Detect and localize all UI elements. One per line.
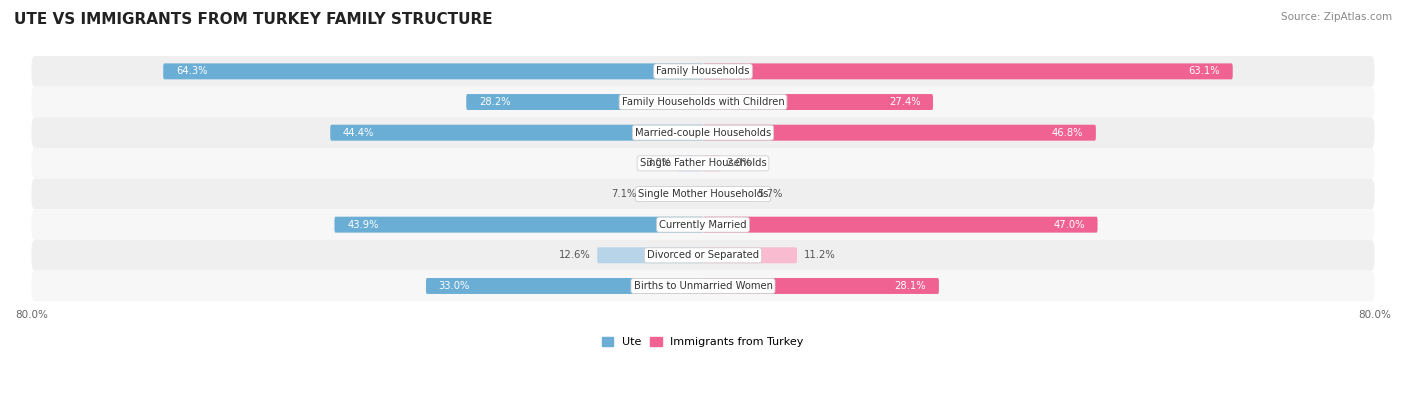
FancyBboxPatch shape — [598, 247, 703, 263]
Text: Family Households with Children: Family Households with Children — [621, 97, 785, 107]
Text: 63.1%: 63.1% — [1188, 66, 1220, 76]
Text: 43.9%: 43.9% — [347, 220, 378, 229]
Text: Single Father Households: Single Father Households — [640, 158, 766, 168]
Text: 47.0%: 47.0% — [1053, 220, 1085, 229]
Text: 33.0%: 33.0% — [439, 281, 470, 291]
Text: Family Households: Family Households — [657, 66, 749, 76]
FancyBboxPatch shape — [31, 240, 1375, 271]
Text: Source: ZipAtlas.com: Source: ZipAtlas.com — [1281, 12, 1392, 22]
FancyBboxPatch shape — [703, 63, 1233, 79]
FancyBboxPatch shape — [678, 155, 703, 171]
Text: 11.2%: 11.2% — [804, 250, 835, 260]
FancyBboxPatch shape — [703, 278, 939, 294]
Text: 3.0%: 3.0% — [645, 158, 671, 168]
Text: 46.8%: 46.8% — [1052, 128, 1083, 138]
FancyBboxPatch shape — [426, 278, 703, 294]
FancyBboxPatch shape — [467, 94, 703, 110]
Text: 5.7%: 5.7% — [758, 189, 783, 199]
FancyBboxPatch shape — [703, 94, 934, 110]
FancyBboxPatch shape — [31, 179, 1375, 209]
FancyBboxPatch shape — [31, 56, 1375, 87]
FancyBboxPatch shape — [31, 271, 1375, 301]
FancyBboxPatch shape — [703, 155, 720, 171]
FancyBboxPatch shape — [703, 217, 1098, 233]
Text: 27.4%: 27.4% — [889, 97, 921, 107]
Text: Divorced or Separated: Divorced or Separated — [647, 250, 759, 260]
FancyBboxPatch shape — [31, 117, 1375, 148]
Text: UTE VS IMMIGRANTS FROM TURKEY FAMILY STRUCTURE: UTE VS IMMIGRANTS FROM TURKEY FAMILY STR… — [14, 12, 492, 27]
FancyBboxPatch shape — [644, 186, 703, 202]
FancyBboxPatch shape — [703, 125, 1095, 141]
Text: 28.2%: 28.2% — [479, 97, 510, 107]
Text: Single Mother Households: Single Mother Households — [638, 189, 768, 199]
Text: 2.0%: 2.0% — [727, 158, 752, 168]
Text: 64.3%: 64.3% — [176, 66, 207, 76]
FancyBboxPatch shape — [335, 217, 703, 233]
FancyBboxPatch shape — [330, 125, 703, 141]
Text: Births to Unmarried Women: Births to Unmarried Women — [634, 281, 772, 291]
FancyBboxPatch shape — [703, 247, 797, 263]
FancyBboxPatch shape — [31, 148, 1375, 179]
Text: 28.1%: 28.1% — [894, 281, 927, 291]
FancyBboxPatch shape — [703, 186, 751, 202]
Text: 7.1%: 7.1% — [612, 189, 637, 199]
FancyBboxPatch shape — [31, 209, 1375, 240]
FancyBboxPatch shape — [163, 63, 703, 79]
Text: 44.4%: 44.4% — [343, 128, 374, 138]
Text: Currently Married: Currently Married — [659, 220, 747, 229]
Legend: Ute, Immigrants from Turkey: Ute, Immigrants from Turkey — [598, 333, 808, 352]
FancyBboxPatch shape — [31, 87, 1375, 117]
Text: Married-couple Households: Married-couple Households — [636, 128, 770, 138]
Text: 12.6%: 12.6% — [558, 250, 591, 260]
